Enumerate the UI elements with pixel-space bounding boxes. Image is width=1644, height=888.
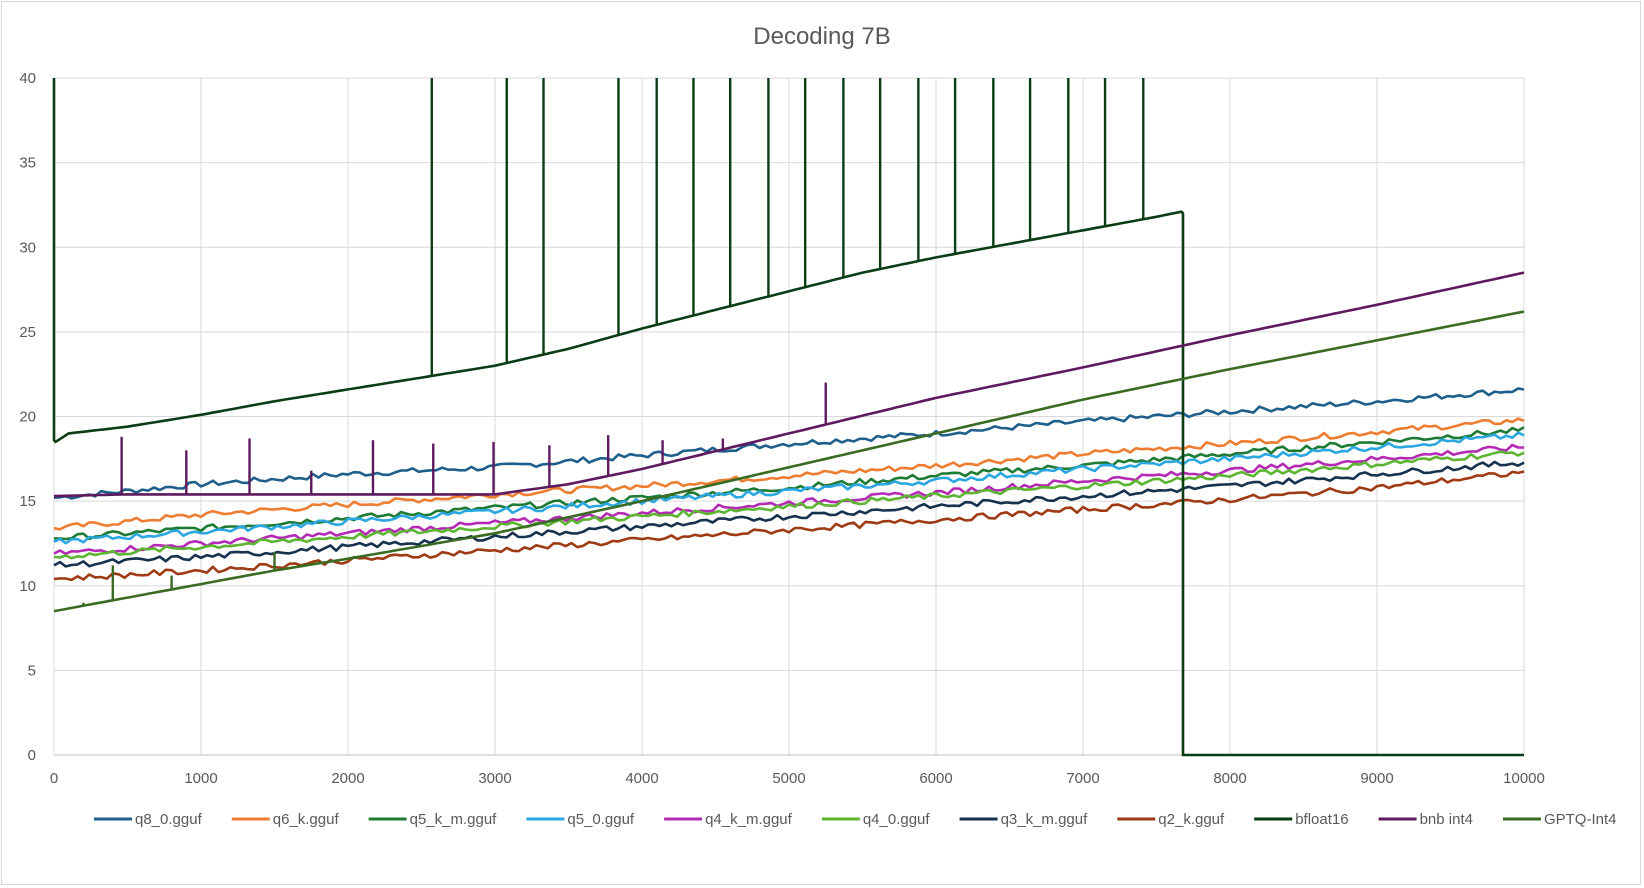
series-line [53,417,1525,531]
x-tick-label: 4000 [625,770,658,787]
legend-item: q6_k.gguf [231,811,340,828]
legend-label: bfloat16 [1295,811,1348,828]
series-line [53,387,1525,500]
x-tick-label: 9000 [1360,770,1393,787]
series-line [53,450,1525,560]
series-line [53,460,1525,568]
legend-label: q8_0.gguf [135,811,203,828]
series-line [53,443,1525,556]
legend-item: q2_k.gguf [1117,811,1225,828]
series-layer [52,78,1525,757]
legend-item: q5_0.gguf [526,811,635,828]
series-bnb int4 [53,271,1525,498]
x-tick-label: 5000 [772,770,805,787]
y-tick-label: 5 [28,662,36,679]
series-q8_0.gguf [53,387,1525,500]
series-line [53,271,1525,498]
series-line [53,470,1525,582]
grid [53,77,1525,756]
legend-label: bnb int4 [1420,811,1473,828]
x-tick-label: 6000 [919,770,952,787]
y-tick-label: 30 [19,239,36,256]
x-tick-label: 3000 [478,770,511,787]
y-tick-label: 35 [19,155,36,172]
series-q2_k.gguf [53,470,1525,582]
legend-item: q4_0.gguf [821,811,931,828]
series-q4_k_m.gguf [53,443,1525,556]
series-line [52,78,1524,757]
x-tick-label: 8000 [1213,770,1246,787]
legend-item: q8_0.gguf [94,811,203,828]
y-tick-label: 40 [19,70,36,87]
legend-item: bfloat16 [1254,811,1349,828]
series-GPTQ-Int4 [53,310,1525,613]
legend-item: q5_k_m.gguf [368,811,498,828]
series-line [53,310,1525,613]
legend-item: bnb int4 [1378,811,1473,828]
x-tick-label: 10000 [1503,770,1545,787]
series-q4_0.gguf [53,450,1525,560]
series-q5_0.gguf [53,431,1525,545]
x-tick-label: 7000 [1066,770,1099,787]
y-tick-label: 15 [19,493,36,510]
series-q6_k.gguf [53,417,1525,531]
chart-title: Decoding 7B [753,23,890,50]
legend-label: q6_k.gguf [273,811,340,828]
legend-label: GPTQ-Int4 [1544,811,1617,828]
legend-item: q3_k_m.gguf [959,811,1089,828]
legend-item: GPTQ-Int4 [1502,811,1617,828]
legend-label: q5_0.gguf [567,811,635,828]
legend-label: q4_0.gguf [863,811,931,828]
x-tick-label: 0 [50,770,58,787]
y-tick-label: 10 [19,578,36,595]
x-tick-label: 1000 [184,770,217,787]
legend-label: q2_k.gguf [1158,811,1225,828]
legend-label: q5_k_m.gguf [410,811,498,828]
legend-item: q4_k_m.gguf [664,811,793,828]
y-tick-label: 20 [19,409,36,426]
series-bfloat16 [52,78,1524,757]
y-tick-label: 25 [19,324,36,341]
x-tick-label: 2000 [331,770,364,787]
series-q3_k_m.gguf [53,460,1525,568]
legend-label: q3_k_m.gguf [1001,811,1089,828]
legend-label: q4_k_m.gguf [705,811,793,828]
y-tick-label: 0 [28,747,36,764]
legend: q8_0.gguf q6_k.gguf q5_k_m.gguf q5_0.gguf q4… [94,811,1617,828]
axes: 0 5 10 15 20 25 30 35 40 0 1000 2000 3000 4000 5000 600… [19,70,1545,787]
series-line [53,431,1525,545]
